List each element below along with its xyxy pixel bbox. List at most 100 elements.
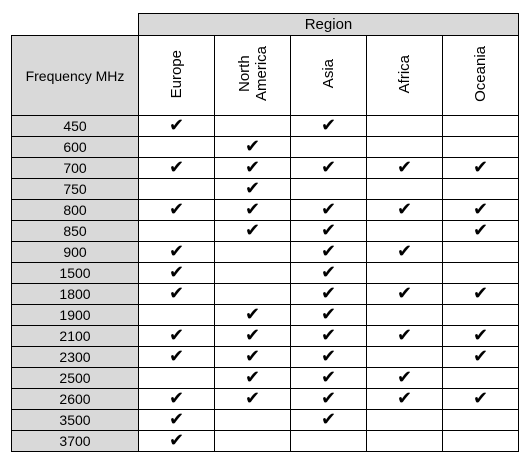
availability-cell: ✔ bbox=[290, 283, 367, 305]
frequency-cell: 600 bbox=[11, 136, 139, 158]
check-icon: ✔ bbox=[320, 199, 337, 220]
availability-cell bbox=[442, 367, 519, 389]
availability-cell: ✔ bbox=[442, 346, 519, 368]
check-icon: ✔ bbox=[320, 262, 337, 283]
availability-cell bbox=[366, 178, 443, 200]
availability-cell: ✔ bbox=[214, 346, 291, 368]
region-label: Asia bbox=[320, 59, 337, 89]
availability-cell: ✔ bbox=[214, 178, 291, 200]
check-icon: ✔ bbox=[168, 346, 185, 367]
availability-cell bbox=[290, 430, 367, 452]
availability-cell bbox=[442, 136, 519, 158]
availability-cell bbox=[214, 262, 291, 284]
availability-cell: ✔ bbox=[290, 262, 367, 284]
availability-cell: ✔ bbox=[138, 199, 215, 221]
table-row: 800 ✔ ✔ ✔ ✔ ✔ bbox=[11, 199, 519, 221]
check-icon: ✔ bbox=[396, 283, 413, 304]
check-icon: ✔ bbox=[396, 325, 413, 346]
availability-cell: ✔ bbox=[366, 283, 443, 305]
availability-cell: ✔ bbox=[290, 325, 367, 347]
availability-cell: ✔ bbox=[290, 115, 367, 137]
region-column-header: Asia bbox=[290, 35, 367, 116]
check-icon: ✔ bbox=[244, 220, 261, 241]
availability-cell: ✔ bbox=[214, 136, 291, 158]
region-label: Europe bbox=[168, 49, 185, 99]
check-icon: ✔ bbox=[320, 241, 337, 262]
check-icon: ✔ bbox=[244, 346, 261, 367]
check-icon: ✔ bbox=[168, 199, 185, 220]
check-icon: ✔ bbox=[472, 220, 489, 241]
check-icon: ✔ bbox=[244, 325, 261, 346]
availability-cell bbox=[214, 409, 291, 431]
availability-cell bbox=[366, 136, 443, 158]
availability-cell: ✔ bbox=[290, 367, 367, 389]
table-row: 900 ✔ ✔ ✔ bbox=[11, 241, 519, 263]
check-icon: ✔ bbox=[244, 367, 261, 388]
check-icon: ✔ bbox=[244, 136, 261, 157]
region-label: North America bbox=[235, 46, 270, 102]
availability-cell bbox=[138, 178, 215, 200]
availability-cell: ✔ bbox=[366, 199, 443, 221]
check-icon: ✔ bbox=[472, 346, 489, 367]
availability-cell: ✔ bbox=[366, 241, 443, 263]
availability-cell: ✔ bbox=[442, 325, 519, 347]
availability-cell: ✔ bbox=[290, 157, 367, 179]
availability-cell: ✔ bbox=[442, 199, 519, 221]
availability-cell: ✔ bbox=[366, 325, 443, 347]
check-icon: ✔ bbox=[472, 388, 489, 409]
availability-cell: ✔ bbox=[290, 346, 367, 368]
check-icon: ✔ bbox=[244, 199, 261, 220]
availability-cell: ✔ bbox=[290, 199, 367, 221]
check-icon: ✔ bbox=[320, 346, 337, 367]
availability-cell: ✔ bbox=[290, 220, 367, 242]
check-icon: ✔ bbox=[244, 178, 261, 199]
check-icon: ✔ bbox=[168, 430, 185, 451]
availability-cell bbox=[366, 409, 443, 431]
frequency-cell: 3700 bbox=[11, 430, 139, 452]
availability-cell: ✔ bbox=[214, 157, 291, 179]
table-row: 2100 ✔ ✔ ✔ ✔ ✔ bbox=[11, 325, 519, 347]
availability-cell bbox=[138, 304, 215, 326]
check-icon: ✔ bbox=[396, 388, 413, 409]
table-row: 850 ✔ ✔ ✔ bbox=[11, 220, 519, 242]
availability-cell bbox=[138, 367, 215, 389]
availability-cell bbox=[442, 409, 519, 431]
availability-cell bbox=[442, 430, 519, 452]
check-icon: ✔ bbox=[320, 283, 337, 304]
availability-cell: ✔ bbox=[442, 220, 519, 242]
region-label: Africa bbox=[396, 54, 413, 94]
frequency-cell: 2100 bbox=[11, 325, 139, 347]
availability-cell bbox=[290, 136, 367, 158]
availability-cell bbox=[366, 220, 443, 242]
availability-cell bbox=[442, 178, 519, 200]
frequency-cell: 750 bbox=[11, 178, 139, 200]
availability-cell: ✔ bbox=[214, 367, 291, 389]
availability-cell bbox=[214, 115, 291, 137]
check-icon: ✔ bbox=[244, 388, 261, 409]
table-row: 450 ✔ ✔ bbox=[11, 115, 519, 137]
frequency-header: Frequency MHz bbox=[11, 35, 139, 116]
availability-cell bbox=[442, 241, 519, 263]
availability-cell bbox=[366, 262, 443, 284]
table-row: 600 ✔ bbox=[11, 136, 519, 158]
table-row: 3700 ✔ bbox=[11, 430, 519, 452]
availability-cell: ✔ bbox=[138, 262, 215, 284]
check-icon: ✔ bbox=[168, 325, 185, 346]
availability-cell bbox=[366, 115, 443, 137]
availability-cell bbox=[442, 304, 519, 326]
availability-cell bbox=[138, 136, 215, 158]
availability-cell bbox=[366, 430, 443, 452]
availability-cell: ✔ bbox=[138, 283, 215, 305]
check-icon: ✔ bbox=[168, 409, 185, 430]
table-row: 3500 ✔ ✔ bbox=[11, 409, 519, 431]
frequency-cell: 1800 bbox=[11, 283, 139, 305]
check-icon: ✔ bbox=[472, 157, 489, 178]
availability-cell: ✔ bbox=[366, 388, 443, 410]
availability-cell: ✔ bbox=[138, 430, 215, 452]
frequency-cell: 800 bbox=[11, 199, 139, 221]
region-label: Oceania bbox=[472, 46, 489, 102]
availability-cell: ✔ bbox=[290, 409, 367, 431]
availability-cell: ✔ bbox=[290, 241, 367, 263]
table-row: 2600 ✔ ✔ ✔ ✔ ✔ bbox=[11, 388, 519, 410]
table-row: 1500 ✔ ✔ bbox=[11, 262, 519, 284]
